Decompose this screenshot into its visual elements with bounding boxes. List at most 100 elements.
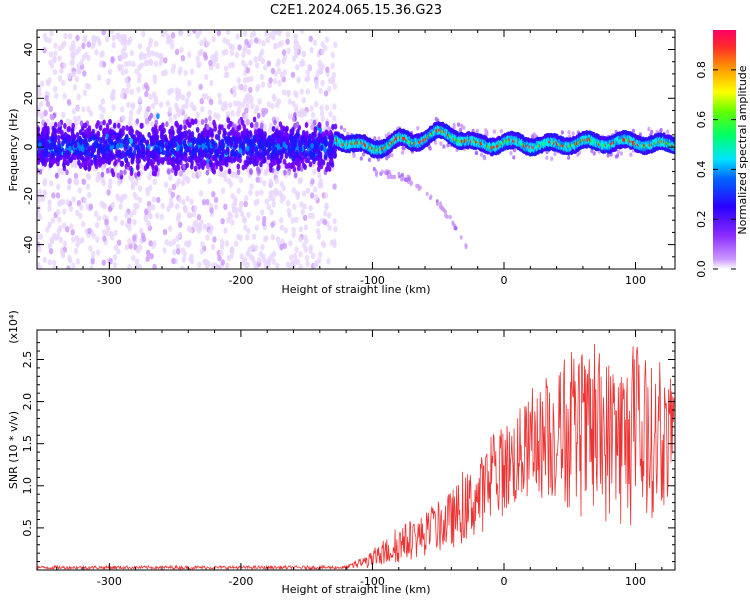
spectrogram-cell xyxy=(102,119,106,126)
spectrogram-cell xyxy=(294,47,299,55)
spectrogram-cell xyxy=(95,249,101,256)
spectrogram-cell xyxy=(269,152,274,159)
spectrogram-cell xyxy=(241,164,246,171)
spectrogram-cell xyxy=(208,160,213,167)
spectrogram-cell xyxy=(323,192,329,199)
spectrogram-cell xyxy=(140,146,145,153)
spectrogram-cell xyxy=(281,49,287,56)
spectrogram-cell xyxy=(330,62,335,70)
spectrogram-cell xyxy=(148,37,153,44)
spectrogram-cell xyxy=(270,221,275,228)
spectrogram-cell xyxy=(316,220,321,227)
spectrogram-cell xyxy=(77,159,81,166)
spectrogram-cell xyxy=(509,151,513,156)
spectrogram-cell xyxy=(250,243,256,251)
spectrogram-cell xyxy=(57,75,63,82)
spectrogram-cell xyxy=(112,261,118,269)
spectrogram-cell xyxy=(323,90,329,97)
spectrogram-cell xyxy=(246,48,251,56)
spectrogram-cell xyxy=(224,240,230,247)
spectrogram-cell xyxy=(154,151,158,158)
spectrogram-cell xyxy=(88,245,93,252)
spectrogram-cell xyxy=(187,156,191,163)
spectrogram-cell xyxy=(299,166,304,172)
spectrogram-cell xyxy=(252,134,257,141)
spectrogram-cell xyxy=(174,165,179,171)
spectrogram-cell xyxy=(244,194,249,202)
spectrogram-cell xyxy=(65,199,70,206)
spectrogram-cell xyxy=(263,134,267,141)
spectrogram-cell xyxy=(289,254,294,261)
spectrogram-cell xyxy=(127,217,132,224)
spectrogram-cell xyxy=(275,262,280,269)
spectrogram-cell xyxy=(124,87,130,95)
spectrogram-cell xyxy=(73,172,79,180)
spectrogram-cell xyxy=(129,88,134,96)
spectrogram-cell xyxy=(280,124,284,131)
spectrogram-cell xyxy=(84,139,88,146)
spectrogram-cell xyxy=(298,264,303,269)
spectrogram-cell xyxy=(242,47,247,54)
spectrogram-cell xyxy=(484,128,488,133)
spectrogram-cell xyxy=(186,30,192,37)
spectrogram-cell xyxy=(123,169,127,176)
spectrogram-cell xyxy=(200,105,205,113)
spectrogram-cell xyxy=(291,161,296,168)
spectrogram-cell xyxy=(120,69,126,76)
spectrogram-cell xyxy=(291,231,296,239)
spectrogram-cell xyxy=(214,149,218,156)
spectrogram-cell xyxy=(78,129,83,136)
spectrogram-cell xyxy=(140,232,146,239)
spectrogram-cell xyxy=(170,191,175,198)
spectrogram-cell xyxy=(276,143,281,150)
spectrogram-cell xyxy=(132,219,137,226)
spectrogram-cell xyxy=(193,205,198,212)
spectrogram-cell xyxy=(205,234,210,241)
spectrogram-cell xyxy=(190,131,195,137)
spectrogram-cell xyxy=(138,244,143,251)
spectrogram-cell xyxy=(234,212,239,219)
spectrogram-cell xyxy=(102,127,107,134)
spectrogram-cell xyxy=(631,128,636,134)
spectrogram-cell xyxy=(151,196,157,203)
spectrogram-cell xyxy=(146,150,151,157)
spectrogram-cell xyxy=(196,61,201,69)
spectrogram-cell xyxy=(325,120,330,127)
spectrogram-cell xyxy=(175,94,180,102)
spectrogram-cell xyxy=(136,152,141,159)
spectrogram-cell xyxy=(149,112,154,119)
spectrogram-cell xyxy=(254,37,259,44)
spectrogram-cell xyxy=(100,164,106,171)
spectrogram-cell xyxy=(285,31,291,38)
spectrogram-cell xyxy=(244,113,249,121)
spectrogram-cell xyxy=(164,137,169,144)
spectrogram-cell xyxy=(54,150,58,157)
spectrogram-cell xyxy=(37,246,42,253)
spectrogram-cell xyxy=(120,160,125,167)
spectrogram-cell xyxy=(132,134,137,141)
spectrogram-cell xyxy=(195,32,200,39)
spectrogram-cell xyxy=(106,225,111,232)
spectrogram-cell xyxy=(88,110,94,117)
spectrogram-cell xyxy=(170,32,176,39)
spectrogram-cell xyxy=(194,144,199,151)
spectrogram-cell xyxy=(152,240,157,247)
spectrogram-cell xyxy=(266,60,271,67)
spectrogram-cell xyxy=(62,208,67,215)
spectrogram-cell xyxy=(227,177,232,185)
spectrogram-cell xyxy=(200,119,205,125)
spectrogram-cell xyxy=(75,34,80,42)
spectrogram-cell xyxy=(174,87,179,94)
spectrogram-cell xyxy=(115,32,120,40)
spectrogram-cell xyxy=(204,130,208,137)
spectrogram-cell xyxy=(241,259,247,266)
spectrogram-cell xyxy=(60,129,64,136)
spectrogram-cell xyxy=(533,133,537,139)
spectrogram-cell xyxy=(246,211,251,219)
spectrogram-cell xyxy=(271,258,276,265)
spectrogram-cell xyxy=(100,176,105,183)
spectrogram-cell xyxy=(165,33,170,40)
spectrogram-cell xyxy=(119,197,124,204)
spectrogram-cell xyxy=(283,148,288,155)
spectrogram-cell xyxy=(213,196,219,204)
